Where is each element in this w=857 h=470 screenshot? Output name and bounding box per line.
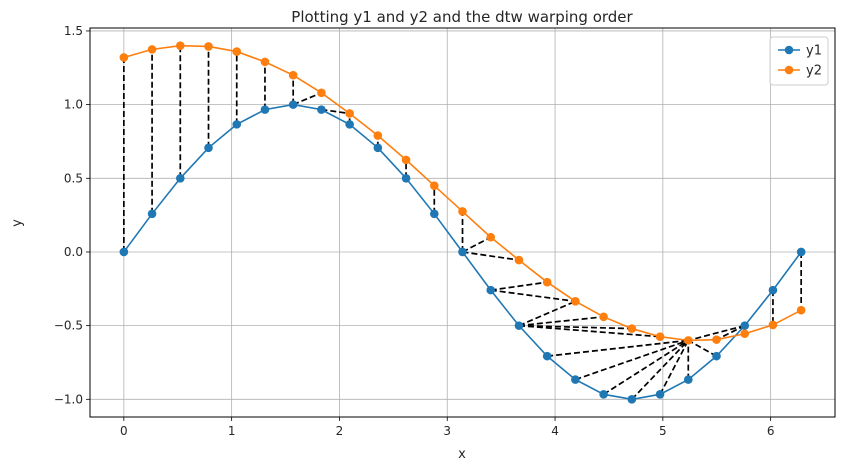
chart-title: Plotting y1 and y2 and the dtw warping o… [291,8,633,26]
warping-line [575,339,689,381]
point-y1 [740,321,750,330]
warping-line [490,281,548,291]
point-y2 [119,53,129,62]
point-y2 [232,47,242,56]
point-y2 [401,155,411,165]
legend-label-y1: y1 [806,44,822,59]
x-axis: 0 1 2 3 4 5 6 [120,417,774,438]
warping-line [688,324,745,342]
y-tick-label: 0.5 [64,171,83,185]
point-y1 [796,247,806,257]
point-y2 [260,57,270,67]
point-y1 [486,285,496,295]
warping-line [716,324,746,341]
legend-box [769,36,829,86]
series-group [119,41,806,404]
warping-lines [122,45,803,400]
point-y1 [260,105,270,114]
point-y2 [373,131,383,140]
point-y2 [288,70,298,80]
point-y2 [429,181,439,190]
grid-lines [90,28,835,417]
point-y1 [345,120,354,129]
point-y2 [486,232,496,242]
point-y1 [683,375,693,384]
warping-line [687,339,717,357]
point-y2 [345,109,354,118]
warping-line [518,324,632,330]
y-tick-label: −0.5 [54,319,83,333]
point-y2 [317,88,326,98]
point-y1 [288,100,298,109]
warping-line [631,339,689,400]
point-y2 [796,305,806,315]
legend-marker-y1 [784,45,794,55]
point-y2 [683,336,693,345]
x-axis-label: x [458,447,466,462]
point-y2 [175,41,185,50]
y-tick-label: 1.5 [64,24,83,38]
x-tick-label: 2 [336,424,344,438]
point-y2 [514,255,524,265]
point-y1 [458,247,467,257]
point-y2 [627,324,637,333]
warping-line [659,339,690,395]
point-y1 [768,285,778,295]
warping-line [292,92,322,106]
warping-line [462,251,520,261]
y-axis: −1.0 −0.5 0.0 0.5 1.0 1.5 [54,24,90,406]
x-tick-label: 6 [767,424,775,438]
point-y2 [571,297,580,306]
warping-line [490,289,576,303]
x-tick-label: 1 [228,424,236,438]
x-tick-label: 4 [551,424,559,438]
point-y1 [542,351,552,361]
legend-marker-y2 [784,65,794,75]
point-y1 [655,390,665,399]
point-y2 [740,329,750,339]
legend-label-y2: y2 [806,64,822,79]
point-y1 [401,173,411,183]
point-y1 [627,395,637,404]
warping-line [462,236,492,253]
point-y2 [712,335,721,344]
y-tick-label: −1.0 [54,392,83,406]
warping-line [518,324,661,338]
series-line-y2 [123,44,802,342]
point-y2 [204,42,213,51]
point-y1 [599,390,608,399]
point-y2 [655,332,665,341]
y-tick-label: 0.0 [64,245,83,259]
warping-line [547,339,689,357]
warping-line [518,300,576,327]
y-tick-label: 1.0 [64,98,83,112]
plot-frame [89,27,836,418]
warping-line [321,108,350,115]
point-y2 [147,45,157,54]
x-tick-label: 3 [443,424,451,438]
point-y1 [712,351,721,361]
point-y2 [768,320,778,330]
point-y1 [317,105,326,114]
point-y1 [232,120,242,129]
point-y1 [571,375,580,384]
y-axis-label: y [10,219,25,227]
x-tick-label: 5 [659,424,667,438]
point-y1 [204,143,213,153]
point-y2 [542,277,552,287]
point-y1 [514,321,524,330]
point-y1 [147,209,157,219]
point-y2 [458,207,467,216]
warping-line [603,339,689,396]
point-y1 [175,173,185,183]
x-tick-label: 0 [120,424,128,438]
point-y2 [599,312,608,322]
point-y1 [373,143,383,153]
point-y1 [119,247,129,257]
point-y1 [429,209,439,219]
warping-line [518,315,604,327]
